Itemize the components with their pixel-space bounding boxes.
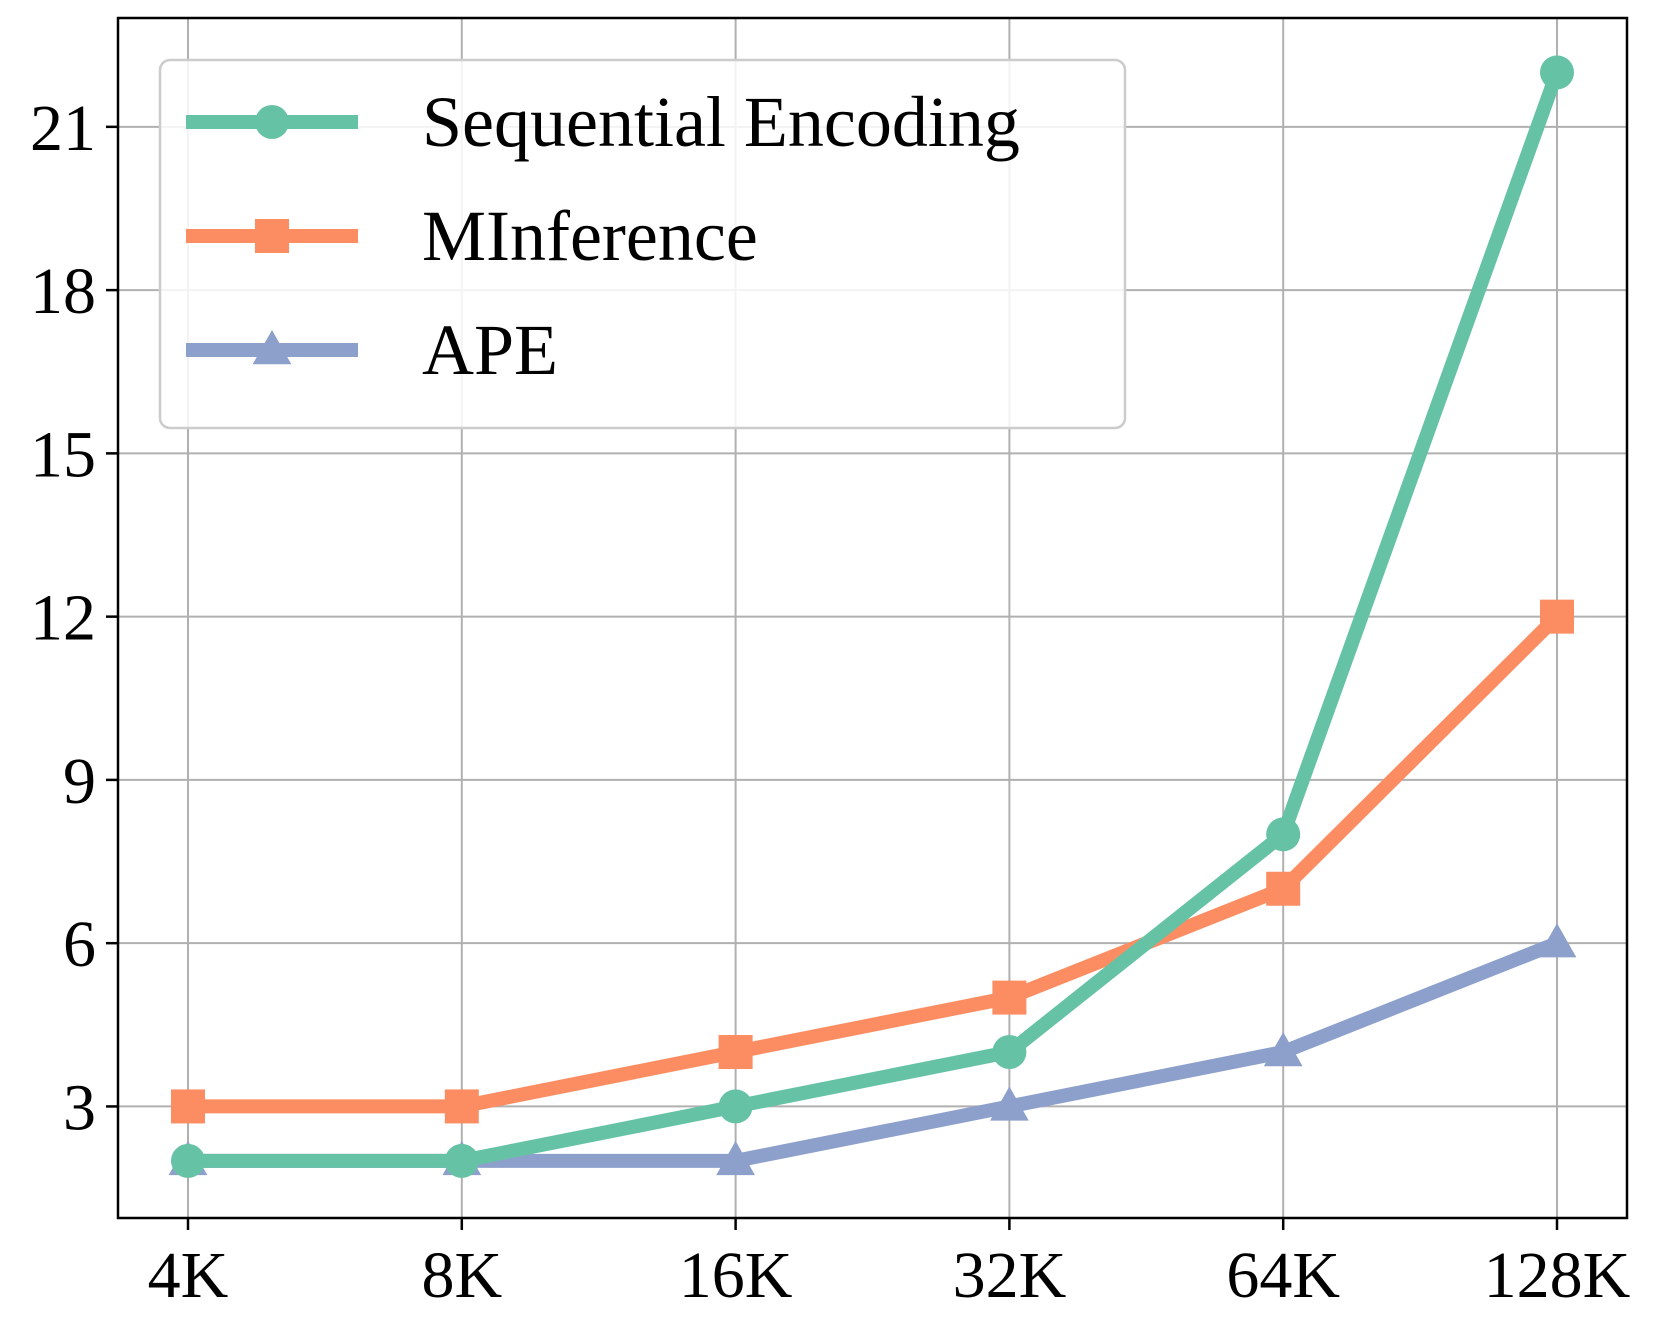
legend-marker-square: [255, 219, 289, 253]
series-line-ape: [181, 936, 1564, 1168]
data-point-minference: [718, 1035, 753, 1070]
data-point-ape: [1537, 923, 1577, 958]
x-tick-label: 32K: [953, 1239, 1067, 1312]
data-point-sequential-encoding: [171, 1143, 205, 1178]
series-sequential-encoding: [171, 55, 1574, 1178]
data-point-ape: [990, 1086, 1029, 1121]
y-tick-label: 18: [30, 255, 96, 328]
series-line-minference: [181, 609, 1564, 1114]
series-line-sequential-encoding: [181, 65, 1564, 1168]
x-tick-label: 128K: [1484, 1239, 1631, 1312]
data-point-minference: [444, 1089, 479, 1124]
y-tick-label: 21: [30, 92, 96, 165]
x-axis-ticks: 4K 8K 16K 32K 64K 128K: [148, 1218, 1631, 1312]
legend-label: Sequential Encoding: [422, 82, 1020, 162]
series-ape: [168, 923, 1577, 1176]
series-minference: [171, 599, 1574, 1124]
series-layer: [168, 55, 1577, 1178]
y-axis-ticks: 3 6 9 12 15 18 21: [30, 92, 118, 1144]
legend-box: [158, 58, 1127, 430]
y-tick-label: 15: [30, 418, 96, 491]
plot-frame: [116, 16, 1629, 1220]
data-point-sequential-encoding: [444, 1143, 479, 1178]
data-point-sequential-encoding: [992, 1035, 1027, 1070]
data-point-minference: [1540, 599, 1574, 634]
legend-entry-ape: APE: [186, 310, 558, 390]
legend-entry-minference: MInference: [186, 196, 758, 276]
x-tick-label: 4K: [148, 1239, 229, 1312]
data-point-sequential-encoding: [718, 1089, 753, 1124]
x-tick-label: 8K: [421, 1239, 502, 1312]
data-point-sequential-encoding: [1540, 55, 1574, 90]
data-point-minference: [1266, 871, 1301, 906]
data-point-sequential-encoding: [1266, 817, 1301, 852]
legend-label: APE: [422, 310, 558, 390]
x-tick-label: 16K: [679, 1239, 793, 1312]
legend: Sequential Encoding MInference APE: [158, 58, 1127, 430]
legend-marker-triangle: [252, 330, 292, 365]
data-point-ape: [716, 1140, 755, 1176]
y-tick-label: 9: [63, 745, 96, 818]
data-point-minference: [992, 980, 1027, 1015]
data-point-ape: [1263, 1032, 1303, 1067]
data-point-minference: [171, 1089, 205, 1124]
y-tick-label: 3: [63, 1071, 96, 1144]
legend-entry-sequential-encoding: Sequential Encoding: [186, 82, 1020, 162]
legend-marker-circle: [255, 105, 289, 139]
y-tick-label: 12: [30, 582, 96, 655]
y-tick-label: 6: [63, 908, 96, 981]
legend-label: MInference: [422, 196, 758, 276]
x-tick-label: 64K: [1226, 1239, 1340, 1312]
